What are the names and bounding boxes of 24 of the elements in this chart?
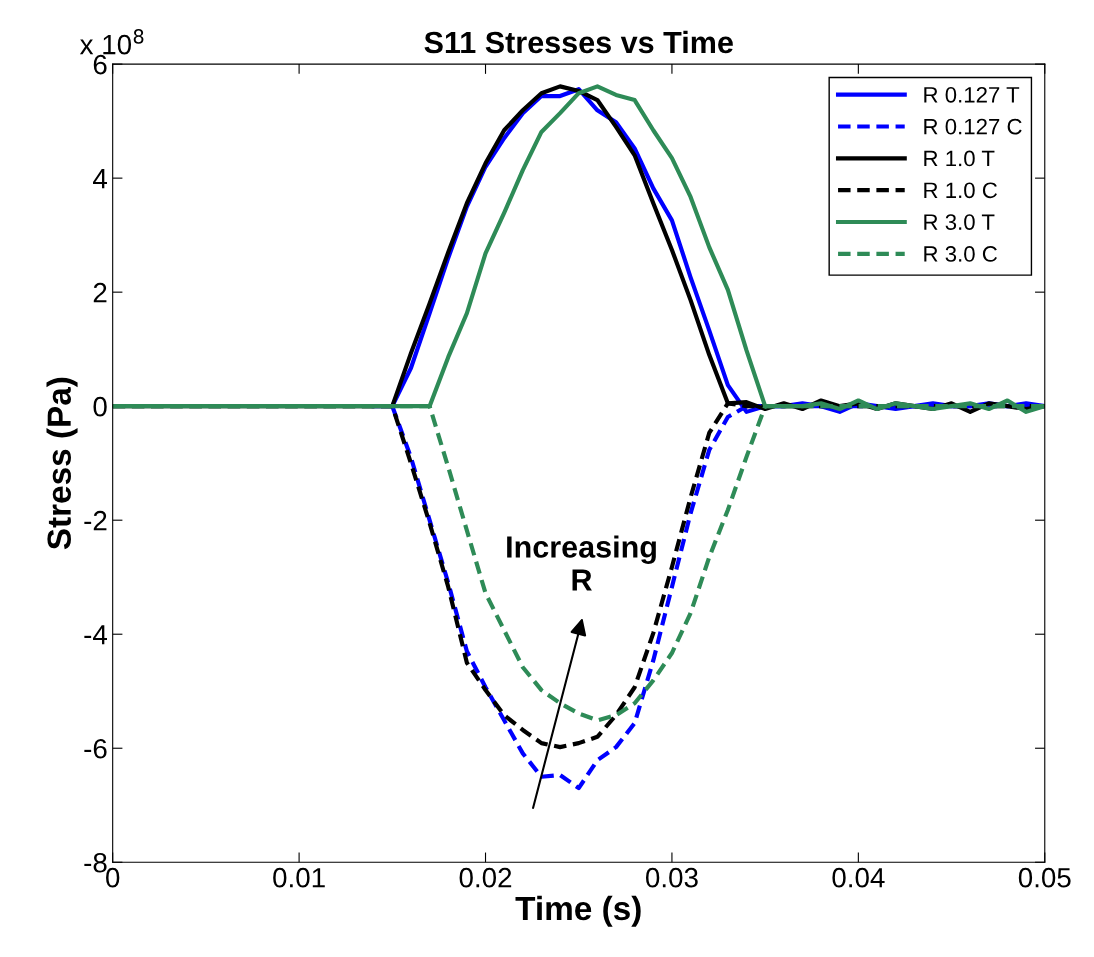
x-tick-label: 0.02 (459, 867, 512, 888)
y-tick-label: 4 (93, 169, 108, 189)
x-tick-label: 0.03 (645, 867, 698, 888)
legend-label: R 3.0 C (924, 246, 997, 262)
y-tick-label: -6 (84, 738, 107, 759)
x-tick-label: 0.01 (273, 867, 325, 888)
legend-label: R 3.0 T (924, 214, 995, 230)
legend-label: R 1.0 C (924, 182, 997, 199)
y-tick-label: 0 (93, 396, 107, 417)
y-tick-label: 6 (93, 54, 107, 75)
legend-label: R 0.127 T (924, 86, 1020, 103)
legend-label: R 1.0 T (924, 150, 995, 167)
text: x 10$^{8}$ (79, 29, 144, 55)
annotation: Increasing R (507, 535, 656, 591)
y-tick-label: -8 (84, 852, 107, 873)
x-tick-label: 0.04 (832, 867, 885, 888)
x-tick-label: 0.05 (1018, 867, 1071, 888)
y-axis-title: Stress (Pa) (46, 377, 78, 550)
x-axis-title: Time (s) (515, 895, 641, 927)
chart-title: S11 Stresses vs Time (424, 30, 733, 54)
y-tick-label: -4 (84, 625, 108, 645)
y-tick-label: -2 (84, 510, 107, 531)
y-tick-label: 2 (93, 282, 107, 303)
legend-label: R 0.127 C (924, 118, 1022, 135)
